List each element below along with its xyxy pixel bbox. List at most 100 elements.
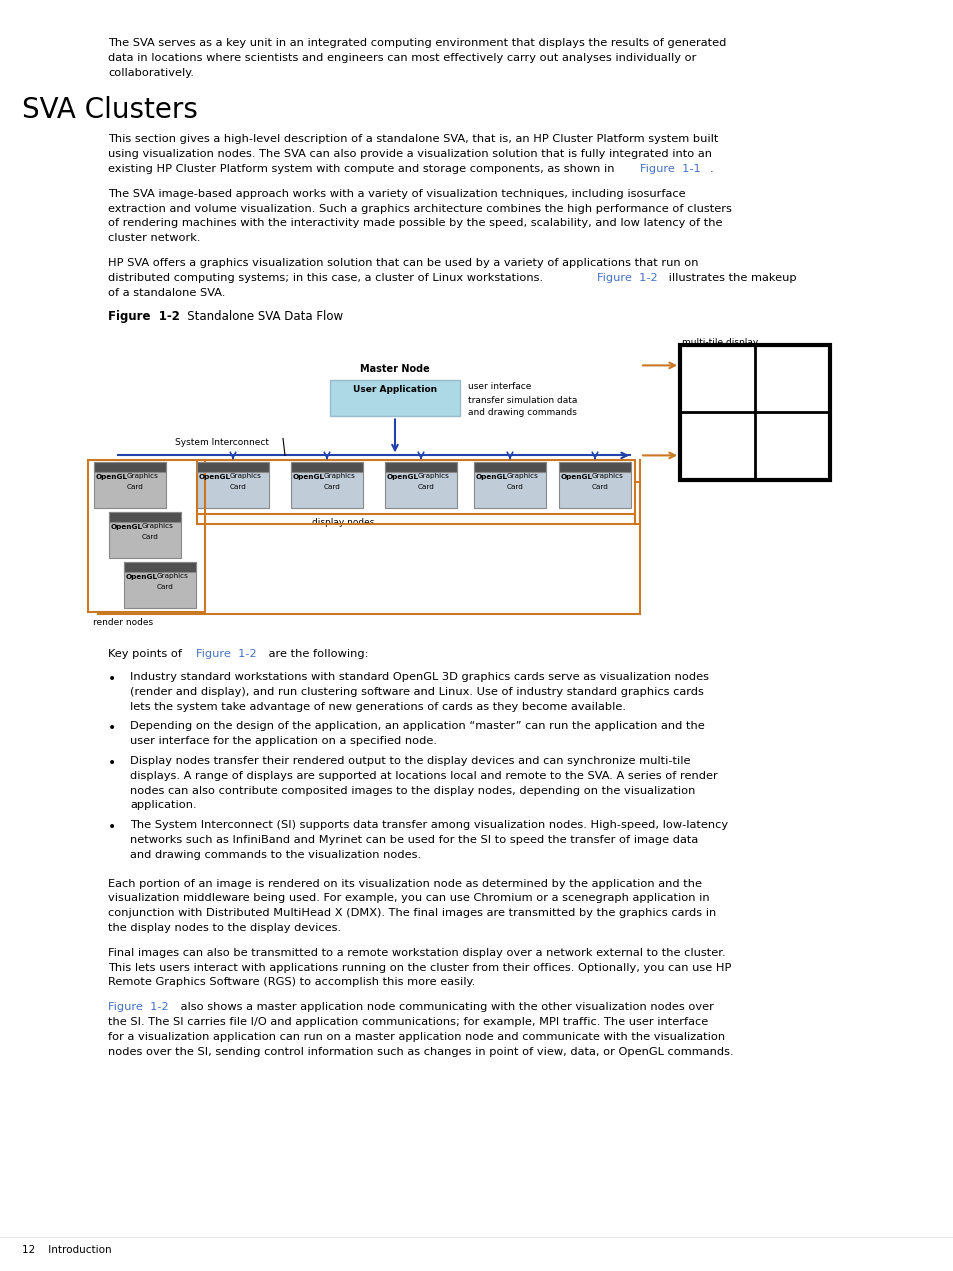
- Text: using visualization nodes. The SVA can also provide a visualization solution tha: using visualization nodes. The SVA can a…: [108, 149, 711, 159]
- Text: Card: Card: [417, 484, 435, 491]
- Text: •: •: [108, 672, 116, 686]
- Bar: [109, 512, 181, 558]
- Text: SVA Clusters: SVA Clusters: [22, 97, 197, 125]
- Text: OpenGL: OpenGL: [476, 474, 507, 480]
- Text: Standalone SVA Data Flow: Standalone SVA Data Flow: [175, 310, 343, 323]
- Text: This lets users interact with applications running on the cluster from their off: This lets users interact with applicatio…: [108, 962, 731, 972]
- Text: Card: Card: [592, 484, 608, 491]
- Text: Key points of: Key points of: [108, 649, 186, 660]
- Bar: [385, 463, 456, 473]
- Text: and drawing commands to the visualization nodes.: and drawing commands to the visualizatio…: [130, 850, 420, 859]
- Bar: [474, 463, 545, 508]
- Bar: [196, 463, 269, 473]
- Text: System Interconnect: System Interconnect: [174, 438, 269, 447]
- Text: networks such as InfiniBand and Myrinet can be used for the SI to speed the tran: networks such as InfiniBand and Myrinet …: [130, 835, 698, 845]
- Text: OpenGL: OpenGL: [199, 474, 231, 480]
- Text: OpenGL: OpenGL: [387, 474, 418, 480]
- Text: Graphics: Graphics: [157, 573, 189, 580]
- Text: Figure  1-2: Figure 1-2: [195, 649, 256, 660]
- Text: Figure  1-2: Figure 1-2: [108, 310, 180, 323]
- Text: Graphics: Graphics: [592, 473, 623, 479]
- Text: nodes can also contribute composited images to the display nodes, depending on t: nodes can also contribute composited ima…: [130, 785, 695, 796]
- Text: of rendering machines with the interactivity made possible by the speed, scalabi: of rendering machines with the interacti…: [108, 219, 721, 229]
- Text: Card: Card: [506, 484, 523, 491]
- Text: for a visualization application can run on a master application node and communi: for a visualization application can run …: [108, 1032, 724, 1042]
- Text: The System Interconnect (SI) supports data transfer among visualization nodes. H: The System Interconnect (SI) supports da…: [130, 820, 727, 830]
- Text: Depending on the design of the application, an application “master” can run the : Depending on the design of the applicati…: [130, 722, 704, 731]
- Text: This section gives a high-level description of a standalone SVA, that is, an HP : This section gives a high-level descript…: [108, 135, 718, 145]
- Text: also shows a master application node communicating with the other visualization : also shows a master application node com…: [176, 1003, 713, 1012]
- Text: Card: Card: [230, 484, 247, 491]
- Text: display nodes: display nodes: [312, 519, 374, 527]
- Text: Master Node: Master Node: [359, 365, 430, 375]
- Text: visualization middleware being used. For example, you can use Chromium or a scen: visualization middleware being used. For…: [108, 894, 709, 904]
- Text: data in locations where scientists and engineers can most effectively carry out : data in locations where scientists and e…: [108, 53, 696, 62]
- Text: extraction and volume visualization. Such a graphics architecture combines the h: extraction and volume visualization. Suc…: [108, 203, 731, 214]
- Text: 12    Introduction: 12 Introduction: [22, 1246, 112, 1254]
- Text: user interface: user interface: [468, 383, 531, 391]
- Bar: [474, 463, 545, 473]
- Text: existing HP Cluster Platform system with compute and storage components, as show: existing HP Cluster Platform system with…: [108, 164, 618, 174]
- Text: collaboratively.: collaboratively.: [108, 67, 193, 78]
- Text: Figure  1-1: Figure 1-1: [639, 164, 700, 174]
- Text: OpenGL: OpenGL: [126, 574, 158, 581]
- Text: the display nodes to the display devices.: the display nodes to the display devices…: [108, 923, 341, 933]
- Bar: [109, 512, 181, 522]
- Text: displays. A range of displays are supported at locations local and remote to the: displays. A range of displays are suppor…: [130, 770, 717, 780]
- Bar: [94, 463, 166, 508]
- Text: conjunction with Distributed MultiHead X (DMX). The final images are transmitted: conjunction with Distributed MultiHead X…: [108, 909, 716, 918]
- Text: OpenGL: OpenGL: [560, 474, 593, 480]
- Text: lets the system take advantage of new generations of cards as they become availa: lets the system take advantage of new ge…: [130, 702, 625, 712]
- Text: OpenGL: OpenGL: [111, 525, 143, 530]
- Text: Graphics: Graphics: [127, 473, 159, 479]
- Text: OpenGL: OpenGL: [96, 474, 128, 480]
- Text: are the following:: are the following:: [264, 649, 368, 660]
- Text: application.: application.: [130, 801, 196, 811]
- Bar: [558, 463, 630, 508]
- Text: Figure  1-2: Figure 1-2: [108, 1003, 169, 1012]
- Text: •: •: [108, 756, 116, 770]
- Bar: [124, 562, 195, 609]
- Bar: [291, 463, 363, 473]
- Text: Graphics: Graphics: [324, 473, 355, 479]
- Text: Industry standard workstations with standard OpenGL 3D graphics cards serve as v: Industry standard workstations with stan…: [130, 672, 708, 683]
- Text: The SVA serves as a key unit in an integrated computing environment that display: The SVA serves as a key unit in an integ…: [108, 38, 725, 48]
- Text: Card: Card: [142, 534, 159, 540]
- Bar: [558, 463, 630, 473]
- Text: Figure  1-2: Figure 1-2: [596, 273, 657, 283]
- Bar: [679, 346, 829, 480]
- Text: cluster network.: cluster network.: [108, 233, 200, 243]
- Text: of a standalone SVA.: of a standalone SVA.: [108, 287, 225, 297]
- Text: Card: Card: [127, 484, 144, 491]
- Text: the SI. The SI carries file I/O and application communications; for example, MPI: the SI. The SI carries file I/O and appl…: [108, 1017, 707, 1027]
- Text: distributed computing systems; in this case, a cluster of Linux workstations.: distributed computing systems; in this c…: [108, 273, 546, 283]
- Bar: [196, 460, 635, 515]
- Text: HP SVA offers a graphics visualization solution that can be used by a variety of: HP SVA offers a graphics visualization s…: [108, 258, 698, 268]
- Text: •: •: [108, 820, 116, 834]
- Text: Graphics: Graphics: [230, 473, 262, 479]
- Text: user interface for the application on a specified node.: user interface for the application on a …: [130, 736, 436, 746]
- Text: Final images can also be transmitted to a remote workstation display over a netw: Final images can also be transmitted to …: [108, 948, 725, 958]
- Text: .: .: [709, 164, 712, 174]
- Text: multi-tile display: multi-tile display: [681, 338, 758, 347]
- Text: Card: Card: [157, 585, 173, 591]
- Text: Graphics: Graphics: [142, 524, 173, 530]
- Text: transfer simulation data: transfer simulation data: [468, 397, 577, 405]
- Text: The SVA image-based approach works with a variety of visualization techniques, i: The SVA image-based approach works with …: [108, 189, 685, 198]
- Bar: [385, 463, 456, 508]
- Bar: [94, 463, 166, 473]
- Bar: [124, 562, 195, 572]
- Bar: [88, 460, 205, 613]
- Text: •: •: [108, 722, 116, 736]
- Bar: [330, 380, 459, 417]
- Bar: [196, 463, 269, 508]
- Text: render nodes: render nodes: [92, 619, 153, 628]
- Text: and drawing commands: and drawing commands: [468, 408, 577, 417]
- Bar: [291, 463, 363, 508]
- Text: Remote Graphics Software (RGS) to accomplish this more easily.: Remote Graphics Software (RGS) to accomp…: [108, 977, 475, 988]
- Text: Graphics: Graphics: [417, 473, 450, 479]
- Text: (render and display), and run clustering software and Linux. Use of industry sta: (render and display), and run clustering…: [130, 686, 703, 697]
- Text: Each portion of an image is rendered on its visualization node as determined by : Each portion of an image is rendered on …: [108, 878, 701, 888]
- Text: OpenGL: OpenGL: [293, 474, 325, 480]
- Text: Card: Card: [324, 484, 340, 491]
